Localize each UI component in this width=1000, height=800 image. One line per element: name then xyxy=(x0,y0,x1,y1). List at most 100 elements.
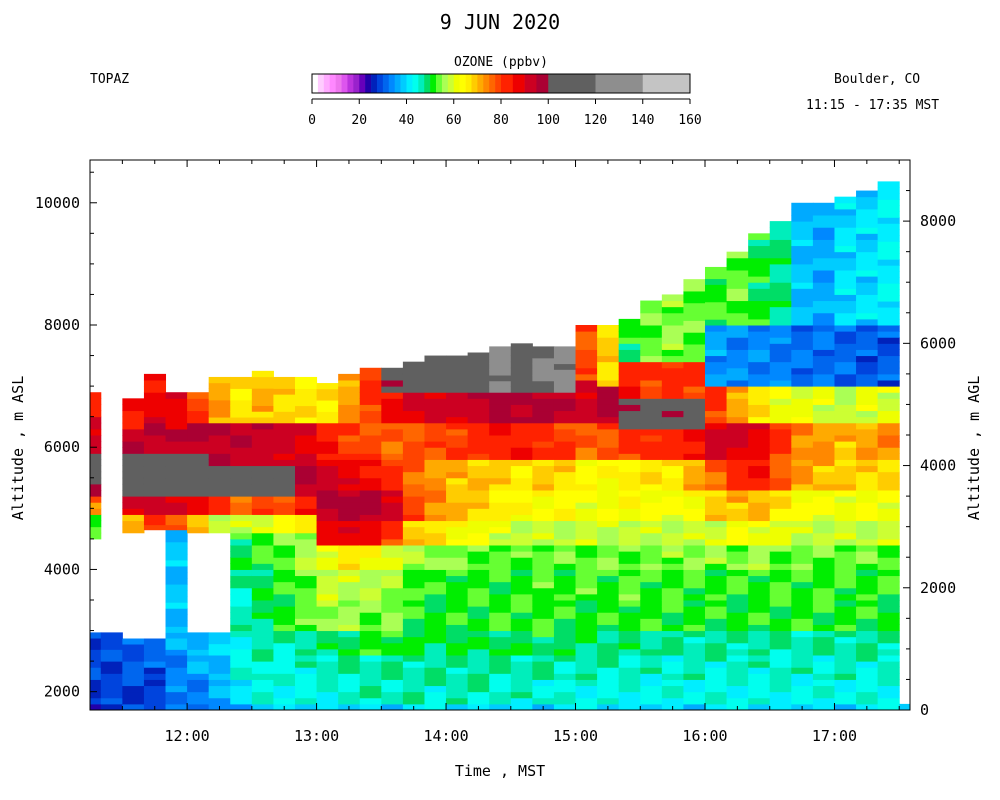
heatmap-cell xyxy=(467,551,490,558)
heatmap-cell xyxy=(402,630,425,638)
heatmap-cell xyxy=(295,422,318,430)
heatmap-cell xyxy=(877,241,900,248)
heatmap-cell xyxy=(683,296,706,304)
heatmap-cell xyxy=(338,459,361,467)
heatmap-cell xyxy=(381,373,404,381)
heatmap-cell xyxy=(769,538,792,546)
heatmap-cell xyxy=(705,284,728,291)
heatmap-cell xyxy=(122,471,145,479)
heatmap-cell xyxy=(424,661,447,668)
heatmap-cell xyxy=(446,373,469,381)
heatmap-cell xyxy=(812,410,835,418)
heatmap-cell xyxy=(640,624,663,632)
heatmap-cell xyxy=(381,532,404,540)
heatmap-cell xyxy=(618,361,641,369)
heatmap-cell xyxy=(877,655,900,662)
heatmap-cell xyxy=(877,404,900,412)
heatmap-cell xyxy=(90,514,102,522)
heatmap-cell xyxy=(316,636,339,644)
heatmap-cell xyxy=(705,502,728,509)
heatmap-cell xyxy=(510,447,533,454)
heatmap-cell xyxy=(510,612,533,619)
heatmap-cell xyxy=(316,642,339,650)
colorbar-swatch xyxy=(548,74,596,93)
heatmap-cell xyxy=(467,471,490,479)
heatmap-cell xyxy=(424,551,447,558)
heatmap-cell xyxy=(295,532,318,540)
heatmap-cell xyxy=(748,508,771,515)
heatmap-cell xyxy=(661,593,684,601)
heatmap-cell xyxy=(165,578,188,585)
heatmap-cell xyxy=(661,526,684,534)
heatmap-cell xyxy=(402,618,425,625)
heatmap-cell xyxy=(877,199,900,206)
heatmap-cell xyxy=(791,557,814,564)
heatmap-cell xyxy=(381,691,404,699)
heatmap-cell xyxy=(510,349,533,357)
heatmap-cell xyxy=(769,221,792,228)
heatmap-cell xyxy=(143,691,167,699)
heatmap-cell xyxy=(532,551,555,558)
heatmap-cell xyxy=(402,490,425,497)
heatmap-cell xyxy=(489,352,512,359)
heatmap-cell xyxy=(251,502,274,509)
heatmap-cell xyxy=(316,526,339,534)
heatmap-cell xyxy=(165,453,188,460)
heatmap-cell xyxy=(683,703,706,710)
heatmap-cell xyxy=(553,606,577,613)
heatmap-cell xyxy=(640,679,663,687)
heatmap-cell xyxy=(748,563,771,570)
heatmap-cell xyxy=(726,557,749,564)
heatmap-cell xyxy=(187,410,210,418)
heatmap-cell xyxy=(316,667,339,674)
heatmap-cell xyxy=(856,661,879,668)
heatmap-cell xyxy=(402,459,425,467)
heatmap-cell xyxy=(618,661,641,668)
heatmap-cell xyxy=(251,435,274,442)
heatmap-cell xyxy=(618,404,641,412)
heatmap-cell xyxy=(834,373,857,381)
heatmap-cell xyxy=(165,502,188,509)
heatmap-cell xyxy=(640,655,663,662)
heatmap-cell xyxy=(877,636,900,644)
heatmap-cell xyxy=(100,673,123,680)
heatmap-cell xyxy=(856,636,879,644)
heatmap-cell xyxy=(575,703,598,710)
heatmap-cell xyxy=(122,435,145,442)
heatmap-cell xyxy=(705,618,728,625)
heatmap-cell xyxy=(748,679,771,687)
heatmap-cell xyxy=(726,270,749,277)
heatmap-cell xyxy=(791,471,814,479)
heatmap-cell xyxy=(705,593,728,601)
heatmap-cell xyxy=(769,618,792,625)
heatmap-cell xyxy=(791,422,814,430)
heatmap-cell xyxy=(510,441,533,448)
heatmap-cell xyxy=(402,428,425,436)
heatmap-cell xyxy=(553,375,577,382)
heatmap-cell xyxy=(791,410,814,418)
heatmap-cell xyxy=(381,483,404,491)
heatmap-cell xyxy=(532,538,555,546)
heatmap-cell xyxy=(791,483,814,491)
heatmap-cell xyxy=(769,673,792,680)
heatmap-cell xyxy=(726,612,749,619)
heatmap-cell xyxy=(359,703,382,710)
heatmap-cell xyxy=(402,526,425,534)
heatmap-cell xyxy=(251,471,274,479)
heatmap-cell xyxy=(273,630,296,638)
heatmap-cell xyxy=(726,337,749,344)
heatmap-cell xyxy=(661,563,684,570)
heatmap-cell xyxy=(553,538,577,546)
heatmap-cell xyxy=(208,490,231,497)
heatmap-cell xyxy=(748,636,771,644)
heatmap-cell xyxy=(510,483,533,491)
heatmap-cell xyxy=(230,399,253,407)
heatmap-cell xyxy=(791,593,814,601)
heatmap-cell xyxy=(661,661,684,668)
heatmap-cell xyxy=(769,441,792,448)
heatmap-cell xyxy=(187,514,210,522)
heatmap-cell xyxy=(359,392,382,399)
heatmap-cell xyxy=(316,477,339,485)
heatmap-cell xyxy=(856,459,879,467)
